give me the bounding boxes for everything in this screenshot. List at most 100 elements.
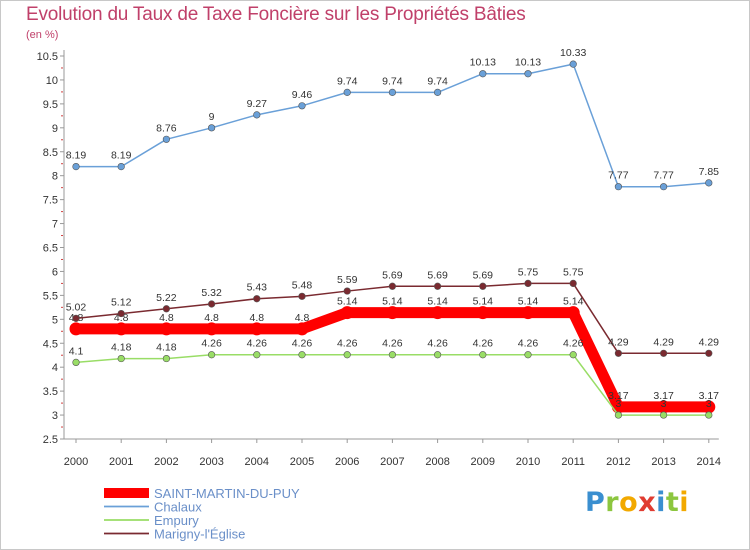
y-tick-label: 4 xyxy=(52,362,58,374)
data-point xyxy=(705,179,713,187)
data-label: 4.29 xyxy=(653,336,674,348)
y-tick-label: 6.5 xyxy=(43,243,58,255)
y-tick-label: 5.5 xyxy=(43,290,58,302)
data-label: 5.75 xyxy=(518,266,539,278)
data-point xyxy=(295,322,309,336)
data-point xyxy=(434,88,442,96)
x-tick-label: 2001 xyxy=(109,456,133,468)
legend-label: SAINT-MARTIN-DU-PUY xyxy=(154,486,300,501)
y-tick-label: 7.5 xyxy=(43,195,58,207)
data-point xyxy=(524,351,532,359)
data-point xyxy=(72,314,80,322)
x-tick-label: 2003 xyxy=(199,456,223,468)
data-label: 4.8 xyxy=(204,312,219,324)
data-label: 5.14 xyxy=(427,296,448,308)
data-point xyxy=(343,287,351,295)
data-label: 4.8 xyxy=(249,312,264,324)
data-point xyxy=(208,124,216,132)
data-label: 4.1 xyxy=(69,345,84,357)
data-label: 5.48 xyxy=(292,279,313,291)
series-marigny-l-glise: 5.02 5.12 5.22 5.32 5.43 5.48 5.59 5.69 5.69 5.69… xyxy=(66,266,719,357)
legend-label: Empury xyxy=(154,513,199,528)
x-tick-label: 2008 xyxy=(425,456,449,468)
data-point xyxy=(388,88,397,96)
data-point xyxy=(253,351,261,359)
data-point xyxy=(72,358,80,367)
data-label: 4.26 xyxy=(427,338,448,350)
data-point xyxy=(388,282,397,290)
y-tick-label: 5 xyxy=(52,314,58,326)
data-point xyxy=(343,88,351,96)
data-point xyxy=(479,282,487,290)
legend: SAINT-MARTIN-DU-PUYChalauxEmpuryMarigny-… xyxy=(104,486,300,542)
data-point xyxy=(566,306,580,320)
data-label: 3 xyxy=(661,398,667,410)
series-empury: 4.1 4.18 4.18 4.26 4.26 4.26 4.26 4.26 4.26 4.26 4… xyxy=(69,338,713,419)
data-point xyxy=(208,300,216,308)
data-label: 9.27 xyxy=(247,98,268,110)
data-label: 10.13 xyxy=(470,57,496,69)
data-point xyxy=(253,111,261,119)
data-label: 8.19 xyxy=(66,150,87,162)
y-tick-label: 8.5 xyxy=(43,147,58,159)
data-point xyxy=(479,70,487,78)
data-point xyxy=(524,70,532,78)
legend-label: Chalaux xyxy=(154,500,202,515)
data-label: 4.29 xyxy=(608,336,629,348)
x-tick-label: 2014 xyxy=(697,456,721,468)
data-label: 7.77 xyxy=(653,170,674,182)
y-tick-label: 9.5 xyxy=(43,99,58,111)
y-tick-label: 3.5 xyxy=(43,386,58,398)
legend-label: Marigny-l'Église xyxy=(154,527,245,542)
data-label: 5.14 xyxy=(337,296,358,308)
data-label: 7.77 xyxy=(608,170,629,182)
y-tick-label: 4.5 xyxy=(43,338,58,350)
data-label: 4.26 xyxy=(563,338,584,350)
data-label: 3 xyxy=(615,398,621,410)
data-point xyxy=(705,411,713,419)
data-label: 3.17 xyxy=(653,390,674,402)
data-point xyxy=(659,411,668,419)
data-point xyxy=(659,183,668,191)
data-point xyxy=(298,351,306,359)
series-chalaux: 8.19 8.19 8.76 9 9.27 9.46 9.74 9.74 9.74 10.13 10… xyxy=(66,47,719,191)
data-point xyxy=(569,60,577,68)
data-point xyxy=(114,322,128,336)
data-label: 5.69 xyxy=(382,269,403,281)
data-point xyxy=(521,306,535,320)
data-label: 9.74 xyxy=(337,75,358,87)
data-label: 9.74 xyxy=(382,75,403,87)
data-label: 10.33 xyxy=(560,47,586,59)
data-point xyxy=(162,305,170,313)
data-label: 4.26 xyxy=(292,338,313,350)
data-point xyxy=(476,306,490,320)
data-point xyxy=(705,349,713,357)
data-label: 5.43 xyxy=(247,282,268,294)
data-point xyxy=(298,292,306,300)
data-point xyxy=(159,322,173,336)
data-point xyxy=(385,306,399,320)
data-label: 3.17 xyxy=(608,390,629,402)
y-tick-label: 2.5 xyxy=(43,434,58,446)
data-point xyxy=(343,351,351,359)
data-label: 4.26 xyxy=(473,338,494,350)
data-point xyxy=(479,351,487,359)
y-tick-label: 8 xyxy=(52,171,58,183)
data-label: 9.74 xyxy=(427,75,448,87)
data-point xyxy=(614,349,623,357)
data-label: 8.19 xyxy=(111,150,132,162)
x-tick-label: 2002 xyxy=(154,456,178,468)
data-label: 9 xyxy=(209,111,215,123)
data-label: 4.26 xyxy=(337,338,358,350)
data-point xyxy=(614,411,623,419)
data-label: 5.14 xyxy=(473,296,494,308)
data-label: 4.18 xyxy=(111,342,132,354)
data-label: 5.59 xyxy=(337,274,358,286)
data-label: 5.75 xyxy=(563,266,584,278)
data-point xyxy=(117,162,125,171)
data-point xyxy=(702,400,716,414)
data-point xyxy=(69,322,83,336)
data-point xyxy=(298,102,306,110)
chart-subtitle: (en %) xyxy=(26,29,59,41)
data-point xyxy=(162,135,170,143)
